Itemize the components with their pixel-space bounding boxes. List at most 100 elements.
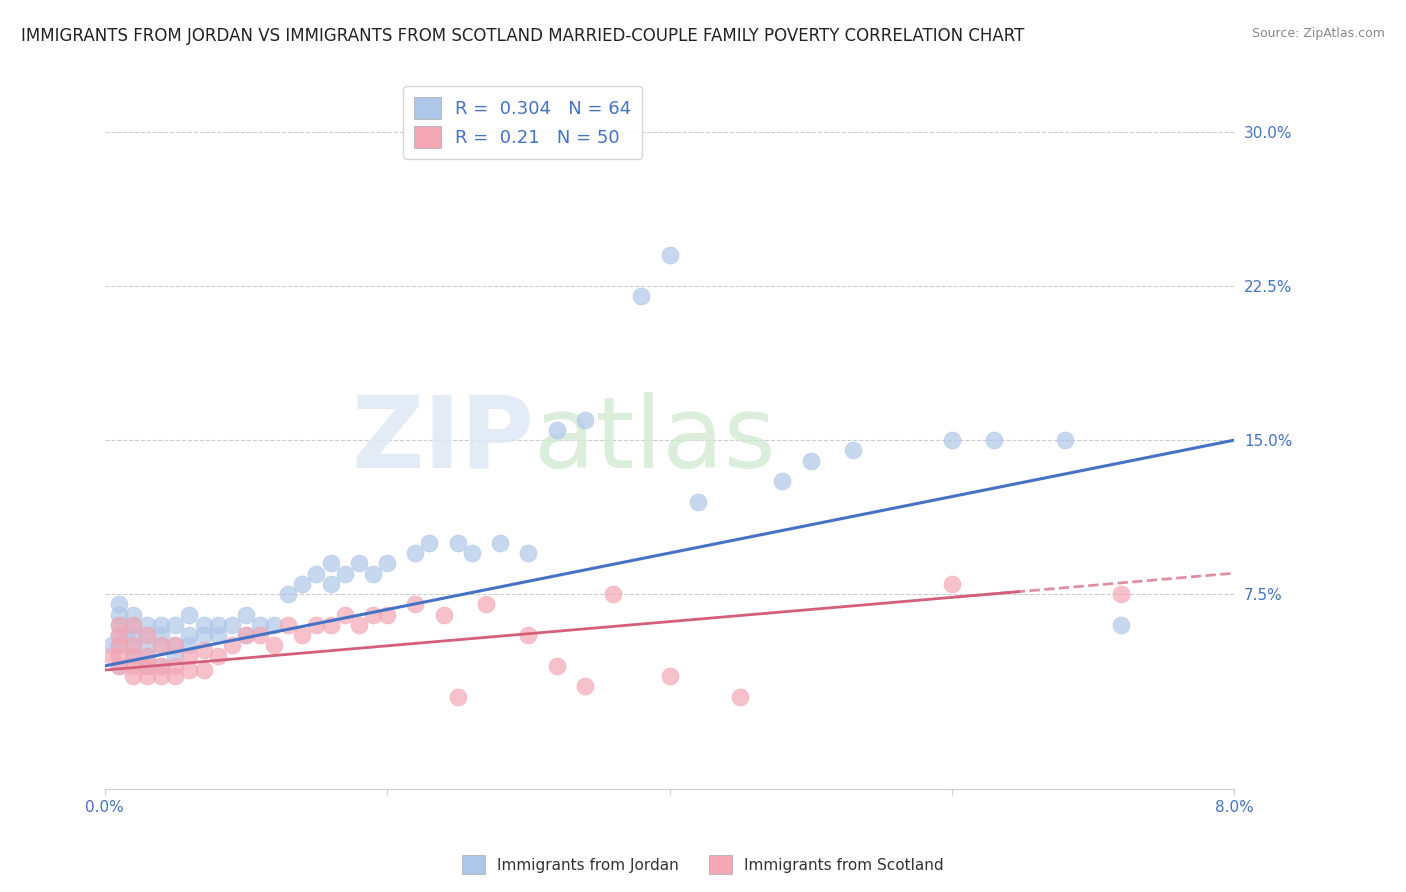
Point [291, 577, 314, 591]
Point [375, 556, 398, 570]
Point [165, 639, 187, 653]
Point [150, 639, 173, 653]
Point [574, 412, 596, 426]
Point [107, 639, 129, 653]
Point [1111, 618, 1133, 632]
Point [122, 659, 145, 673]
Point [100, 639, 122, 653]
Point [179, 639, 201, 653]
Point [179, 607, 201, 622]
Point [107, 648, 129, 663]
Point [136, 648, 159, 663]
Point [150, 628, 173, 642]
Point [150, 659, 173, 673]
Point [305, 618, 328, 632]
Point [235, 607, 257, 622]
Point [235, 628, 257, 642]
Point [347, 618, 370, 632]
Point [630, 289, 652, 303]
Text: Source: ZipAtlas.com: Source: ZipAtlas.com [1251, 27, 1385, 40]
Legend: Immigrants from Jordan, Immigrants from Scotland: Immigrants from Jordan, Immigrants from … [456, 849, 950, 880]
Point [150, 669, 173, 683]
Point [1053, 433, 1076, 447]
Point [546, 659, 568, 673]
Point [983, 433, 1005, 447]
Point [375, 607, 398, 622]
Point [107, 639, 129, 653]
Point [136, 618, 159, 632]
Text: atlas: atlas [534, 392, 776, 489]
Point [235, 628, 257, 642]
Point [122, 639, 145, 653]
Point [122, 648, 145, 663]
Point [136, 659, 159, 673]
Point [263, 618, 285, 632]
Point [179, 648, 201, 663]
Point [150, 618, 173, 632]
Point [122, 607, 145, 622]
Point [404, 546, 426, 560]
Point [347, 556, 370, 570]
Point [165, 659, 187, 673]
Point [447, 690, 470, 704]
Point [800, 453, 823, 467]
Point [193, 628, 215, 642]
Point [193, 663, 215, 677]
Point [136, 648, 159, 663]
Point [447, 535, 470, 549]
Point [418, 535, 440, 549]
Point [107, 628, 129, 642]
Point [602, 587, 624, 601]
Point [136, 628, 159, 642]
Point [319, 556, 342, 570]
Point [122, 669, 145, 683]
Point [136, 639, 159, 653]
Point [107, 659, 129, 673]
Point [193, 642, 215, 657]
Point [361, 607, 384, 622]
Point [686, 494, 709, 508]
Point [546, 423, 568, 437]
Point [291, 628, 314, 642]
Point [136, 659, 159, 673]
Text: IMMIGRANTS FROM JORDAN VS IMMIGRANTS FROM SCOTLAND MARRIED-COUPLE FAMILY POVERTY: IMMIGRANTS FROM JORDAN VS IMMIGRANTS FRO… [21, 27, 1025, 45]
Point [941, 577, 963, 591]
Point [475, 598, 498, 612]
Point [193, 618, 215, 632]
Legend: R =  0.304   N = 64, R =  0.21   N = 50: R = 0.304 N = 64, R = 0.21 N = 50 [404, 87, 643, 159]
Point [150, 659, 173, 673]
Point [842, 443, 865, 458]
Point [122, 618, 145, 632]
Point [207, 618, 229, 632]
Point [165, 648, 187, 663]
Point [277, 618, 299, 632]
Point [179, 628, 201, 642]
Point [249, 628, 271, 642]
Point [150, 639, 173, 653]
Point [107, 607, 129, 622]
Point [517, 628, 540, 642]
Point [461, 546, 484, 560]
Point [107, 618, 129, 632]
Point [122, 618, 145, 632]
Point [305, 566, 328, 581]
Point [122, 639, 145, 653]
Point [207, 648, 229, 663]
Point [574, 680, 596, 694]
Point [319, 577, 342, 591]
Point [263, 639, 285, 653]
Point [319, 618, 342, 632]
Point [941, 433, 963, 447]
Point [221, 639, 243, 653]
Point [404, 598, 426, 612]
Point [165, 669, 187, 683]
Point [165, 618, 187, 632]
Point [277, 587, 299, 601]
Point [207, 628, 229, 642]
Point [136, 628, 159, 642]
Point [772, 474, 794, 488]
Point [136, 669, 159, 683]
Point [1111, 587, 1133, 601]
Point [432, 607, 454, 622]
Point [100, 648, 122, 663]
